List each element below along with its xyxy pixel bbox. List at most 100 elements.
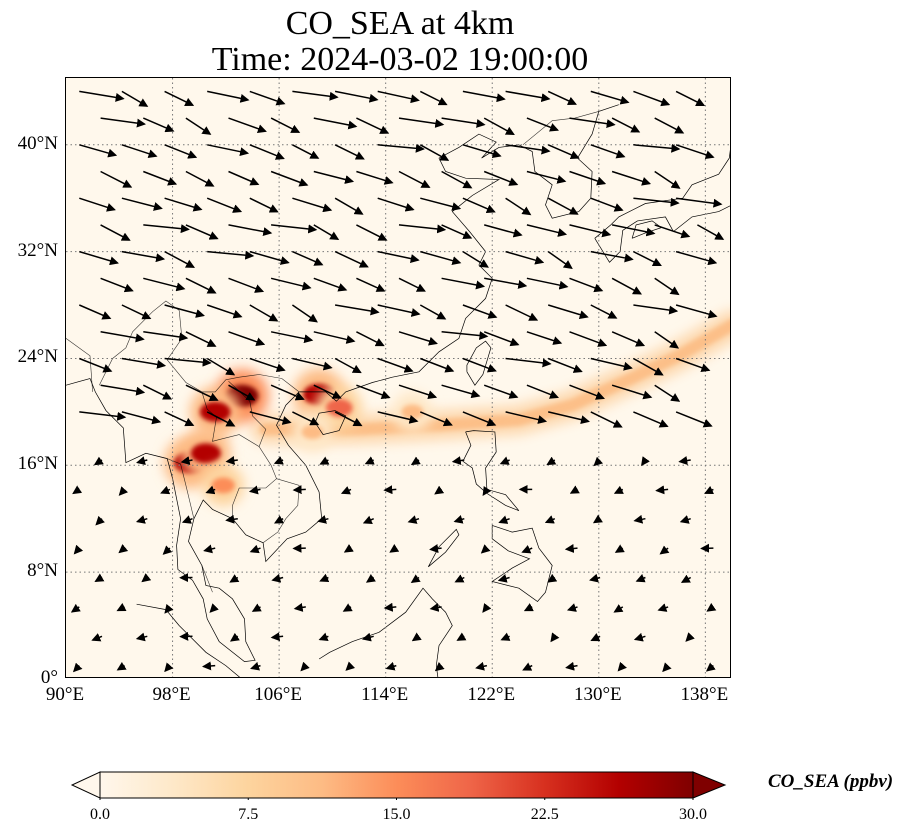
wind-arrow: [228, 117, 267, 134]
wind-arrow: [164, 411, 195, 427]
wind-arrow: [546, 456, 557, 466]
co-plume-core: [259, 319, 730, 436]
longitude-tick-label: 98°E: [152, 684, 191, 705]
wind-arrow: [398, 331, 438, 346]
wind-arrow: [292, 197, 333, 213]
wind-arrow: [143, 224, 190, 234]
wind-arrow: [313, 117, 358, 130]
wind-arrow: [377, 304, 421, 317]
wind-arrow: [635, 573, 646, 583]
wind-arrow: [365, 573, 376, 583]
wind-arrow: [483, 331, 520, 347]
wind-arrow: [407, 515, 420, 524]
wind-arrow: [633, 357, 664, 376]
wind-arrow: [547, 573, 558, 583]
border-segment: [262, 478, 300, 544]
wind-arrow: [292, 485, 306, 495]
wind-arrow: [526, 117, 559, 132]
border-segment: [66, 338, 93, 392]
wind-arrow: [185, 117, 212, 135]
wind-arrow: [377, 411, 419, 424]
wind-arrow: [72, 662, 83, 673]
wind-arrow: [356, 331, 385, 347]
wind-arrow: [228, 277, 265, 293]
wind-arrow: [164, 357, 212, 367]
wind-arrow: [451, 456, 465, 466]
wind-arrow: [441, 117, 486, 128]
coastline-segment: [136, 603, 240, 677]
wind-arrow: [505, 411, 548, 424]
wind-arrow: [334, 357, 362, 374]
wind-arrow: [356, 384, 391, 400]
wind-arrow: [389, 544, 400, 553]
wind-arrow: [342, 603, 353, 612]
wind-arrow: [547, 357, 583, 373]
wind-arrow: [419, 90, 448, 106]
wind-arrow: [364, 456, 375, 465]
longitude-tick-label: 122°E: [467, 684, 516, 705]
wind-arrow: [225, 514, 238, 524]
wind-arrow: [483, 384, 519, 399]
coastline-segment: [318, 587, 453, 677]
wind-arrow: [706, 602, 717, 612]
wind-arrow: [678, 456, 691, 465]
wind-arrow: [662, 662, 672, 673]
colorbar: [70, 771, 727, 800]
wind-arrow: [659, 545, 670, 555]
colorbar-label: CO_SEA (ppbv): [768, 771, 894, 792]
wind-arrow: [206, 411, 236, 427]
wind-arrow: [675, 357, 711, 373]
wind-arrow: [377, 197, 415, 212]
wind-arrow: [181, 515, 193, 524]
wind-arrow: [548, 411, 590, 425]
wind-arrow: [411, 632, 422, 642]
wind-arrow: [249, 304, 279, 322]
wind-arrow: [655, 485, 669, 495]
wind-arrow: [292, 144, 320, 159]
wind-arrow: [505, 197, 532, 216]
wind-arrow: [522, 662, 533, 671]
wind-arrow: [356, 277, 386, 292]
colorbar-tick-label: 22.5: [530, 806, 559, 823]
wind-arrow: [657, 603, 669, 612]
wind-arrow: [206, 357, 236, 376]
wind-arrow: [79, 90, 125, 102]
coastline-segment: [66, 378, 323, 662]
wind-arrow: [569, 117, 616, 129]
wind-arrow: [590, 90, 630, 105]
wind-arrow: [398, 277, 426, 292]
wind-arrow: [482, 603, 492, 613]
wind-arrow: [185, 224, 219, 240]
longitude-tick-label: 106°E: [254, 684, 302, 705]
wind-arrow: [521, 545, 533, 554]
wind-arrow: [79, 411, 127, 421]
wind-arrow: [550, 632, 560, 643]
wind-arrow: [93, 456, 104, 466]
wind-arrow: [547, 197, 579, 215]
co-hotspot: [190, 443, 221, 464]
wind-arrow: [697, 224, 725, 240]
wind-arrow: [377, 357, 414, 373]
wind-arrow: [680, 574, 692, 583]
wind-arrow: [420, 250, 462, 266]
wind-arrow: [500, 632, 511, 641]
wind-arrow: [633, 514, 646, 524]
wind-arrow: [654, 170, 681, 189]
colorbar-tick-label: 15.0: [382, 806, 411, 823]
wind-arrow: [136, 456, 148, 466]
wind-arrow: [398, 117, 445, 128]
wind-arrow: [345, 661, 356, 671]
coastline-segment: [314, 410, 347, 435]
wind-arrow: [613, 604, 624, 613]
wind-arrow: [590, 304, 618, 319]
wind-arrow: [429, 602, 442, 612]
wind-arrow: [143, 331, 189, 342]
wind-arrow: [343, 544, 354, 553]
wind-arrow: [164, 304, 205, 318]
wind-arrow: [121, 357, 167, 369]
wind-arrow: [141, 573, 152, 583]
wind-arrow: [249, 357, 286, 373]
co-hotspot: [401, 404, 424, 420]
wind-arrow: [441, 170, 473, 189]
wind-arrow: [592, 514, 603, 524]
